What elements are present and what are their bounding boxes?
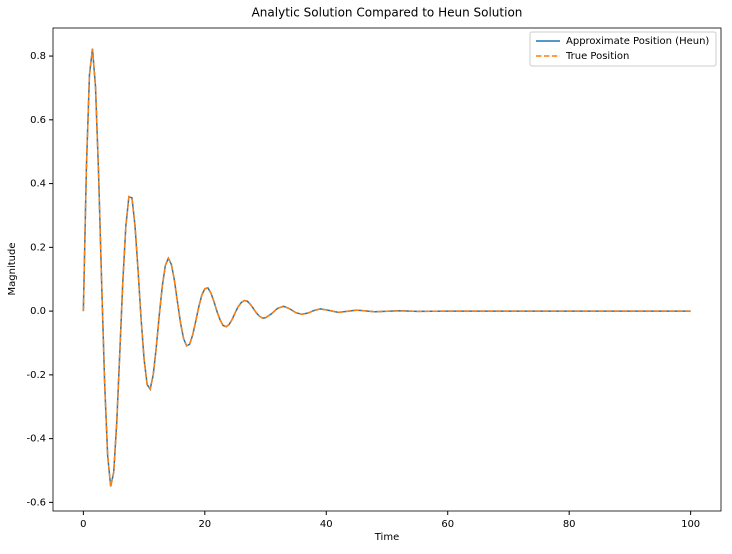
series-line [82, 48, 691, 487]
legend-label: Approximate Position (Heun) [566, 36, 709, 47]
y-tick-label: 0.6 [30, 115, 46, 126]
y-tick-label: 0.2 [30, 242, 46, 253]
y-tick-label: -0.6 [26, 497, 46, 508]
legend-label: True Position [565, 51, 629, 62]
y-tick-label: 0.8 [30, 51, 46, 62]
chart-title: Analytic Solution Compared to Heun Solut… [252, 6, 523, 20]
y-tick-label: 0.4 [30, 179, 46, 190]
y-axis-label: Magnitude [7, 243, 18, 296]
y-tick-label: -0.2 [26, 370, 46, 381]
x-tick-label: 100 [681, 519, 700, 530]
x-axis-label: Time [374, 532, 399, 543]
series-line [82, 48, 691, 487]
plot-frame [52, 27, 722, 512]
y-tick-label: -0.4 [26, 434, 46, 445]
legend-box [529, 31, 717, 67]
x-tick-label: 0 [80, 519, 86, 530]
x-tick-label: 40 [320, 519, 333, 530]
x-tick-label: 60 [441, 519, 454, 530]
x-tick-label: 80 [563, 519, 576, 530]
x-tick-label: 20 [198, 519, 211, 530]
y-tick-label: 0.0 [30, 306, 46, 317]
